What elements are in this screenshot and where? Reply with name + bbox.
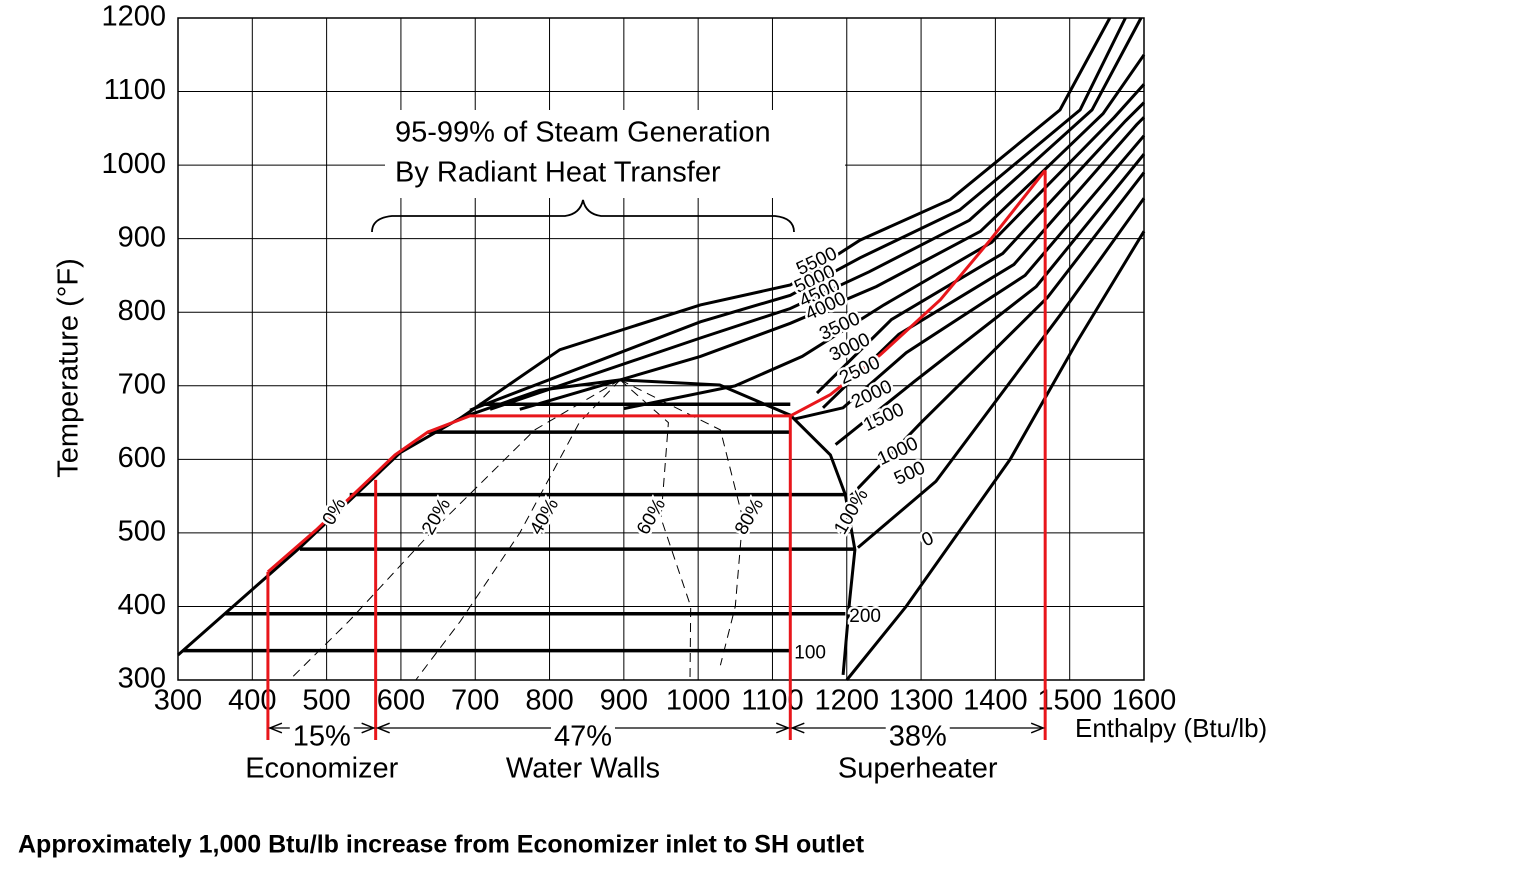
- plot-frame: [177, 17, 1145, 681]
- x-tick-label: 1000: [666, 685, 731, 717]
- isobar: [834, 153, 1146, 446]
- y-tick-label: 700: [118, 368, 166, 400]
- quality-line: [415, 379, 621, 681]
- annotation: By Radiant Heat Transfer: [395, 157, 721, 189]
- pressure-label: 200: [849, 606, 881, 627]
- x-tick-label: 1200: [815, 685, 880, 717]
- section-percent: 47%: [554, 721, 612, 753]
- y-tick-label: 1000: [101, 148, 166, 180]
- x-tick-label: 1100: [741, 685, 803, 717]
- isobar: [469, 17, 1127, 412]
- x-tick-label: 1400: [963, 685, 1028, 717]
- section-name: Economizer: [245, 753, 398, 785]
- x-tick-label: 1300: [889, 685, 954, 717]
- x-tick-label: 1600: [1112, 685, 1177, 717]
- section-name: Water Walls: [506, 753, 660, 785]
- isobar: [815, 101, 1146, 395]
- label-bg: [550, 716, 615, 742]
- x-tick-label: 500: [302, 685, 350, 717]
- isobar: [519, 53, 1146, 411]
- quality-line: [289, 379, 621, 681]
- pressure-label: 100: [794, 643, 826, 664]
- footnote: Approximately 1,000 Btu/lb increase from…: [18, 831, 865, 859]
- quality-label: 40%: [526, 495, 563, 539]
- x-tick-label: 600: [377, 685, 425, 717]
- y-tick-label: 900: [118, 221, 166, 253]
- y-tick-label: 300: [118, 663, 166, 695]
- y-tick-label: 800: [118, 295, 166, 327]
- section-name: Superheater: [838, 753, 998, 785]
- x-tick-label: 300: [154, 685, 202, 717]
- x-tick-label: 1500: [1037, 685, 1102, 717]
- label-bg: [885, 716, 950, 742]
- quality-line: [619, 379, 744, 666]
- y-tick-label: 1100: [104, 74, 166, 106]
- isobar: [459, 17, 1112, 420]
- y-axis-label: Temperature (°F): [53, 258, 85, 477]
- isobar: [849, 171, 1146, 498]
- section-percent: 15%: [293, 721, 351, 753]
- label-bg: [289, 716, 354, 742]
- isobar: [856, 197, 1146, 549]
- quality-line: [619, 379, 692, 681]
- x-tick-label: 800: [525, 685, 573, 717]
- y-tick-label: 400: [118, 589, 166, 621]
- isobar: [489, 17, 1143, 411]
- x-axis-label: Enthalpy (Btu/lb): [1075, 713, 1267, 743]
- section-percent: 38%: [889, 721, 947, 753]
- isobar: [845, 230, 1146, 681]
- y-tick-label: 500: [118, 516, 166, 548]
- plot: [177, 17, 1146, 681]
- quality-label: 80%: [731, 495, 768, 539]
- annotation-bg: [385, 110, 845, 198]
- isobar: [623, 83, 1146, 411]
- quality-label: 20%: [418, 495, 455, 539]
- quality-label: 60%: [633, 495, 670, 539]
- process-line: [266, 169, 1047, 574]
- y-tick-label: 600: [118, 442, 166, 474]
- annotation: 95-99% of Steam Generation: [395, 117, 771, 149]
- x-tick-label: 900: [600, 685, 648, 717]
- brace: [371, 199, 795, 233]
- x-tick-label: 700: [451, 685, 499, 717]
- isobar: [794, 134, 1146, 421]
- y-tick-label: 1200: [101, 1, 166, 33]
